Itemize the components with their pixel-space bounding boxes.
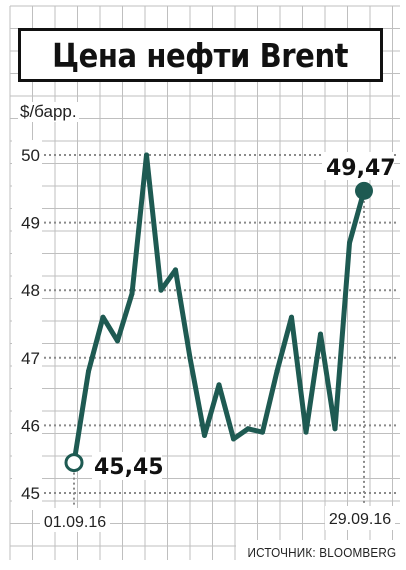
chart-title: Цена нефти Brent	[52, 35, 349, 75]
end-value-label-bg	[322, 152, 394, 180]
data-point	[332, 426, 338, 432]
background-grid	[9, 5, 400, 560]
data-point	[245, 426, 251, 432]
data-point	[347, 240, 352, 246]
data-point	[202, 433, 207, 439]
data-point	[100, 314, 106, 320]
data-point	[303, 429, 309, 435]
start-value-label: 45,45	[94, 455, 164, 480]
data-point	[274, 368, 280, 374]
brent-price-line	[71, 152, 367, 466]
end-date-label-bg	[325, 506, 395, 530]
start-point-marker	[64, 453, 84, 473]
source-label: ИСТОЧНИК: BLOOMBERG	[247, 545, 396, 560]
y-tick-label-49: 49	[21, 214, 40, 233]
data-point	[158, 287, 164, 293]
end-value-label: 49,47	[326, 156, 396, 181]
data-point	[129, 291, 135, 297]
y-axis-label-band	[12, 140, 42, 510]
data-point	[289, 314, 294, 320]
data-point	[260, 429, 265, 435]
y-axis-unit-label: $/барр.	[18, 102, 79, 122]
data-point	[216, 382, 222, 388]
data-point	[231, 436, 236, 442]
y-tick-label-46: 46	[21, 416, 40, 435]
end-point-marker	[355, 181, 373, 200]
y-tick-label-50: 50	[21, 146, 40, 165]
start-date-label-bg	[40, 508, 110, 532]
data-point	[187, 355, 193, 361]
y-tick-label-48: 48	[21, 281, 40, 300]
data-point	[318, 331, 323, 337]
data-point	[115, 338, 120, 344]
chart-title-box: Цена нефти Brent	[18, 28, 383, 82]
data-point	[144, 152, 149, 158]
y-tick-label-45: 45	[21, 484, 40, 503]
x-end-date-label: 29.09.16	[329, 511, 391, 528]
x-start-date-label: 01.09.16	[44, 514, 106, 531]
data-point	[86, 368, 91, 374]
y-tick-label-47: 47	[21, 349, 40, 368]
data-point	[173, 267, 178, 273]
source-label-bg	[236, 540, 400, 562]
start-value-label-bg	[92, 452, 162, 480]
